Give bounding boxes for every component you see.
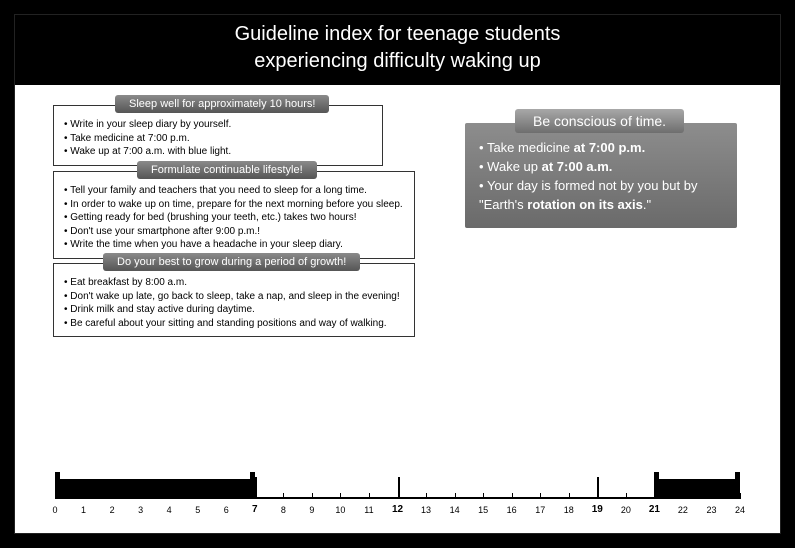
tick bbox=[597, 477, 599, 499]
tick bbox=[283, 493, 284, 499]
tick-label: 19 bbox=[592, 504, 603, 515]
tick bbox=[312, 493, 313, 499]
tick-label: 14 bbox=[450, 505, 460, 515]
tick bbox=[540, 493, 541, 499]
bubble-text: Don't use your smartphone after 9:00 bbox=[569, 323, 707, 347]
tick-label: 0 bbox=[52, 505, 57, 515]
title-line1: Guideline index for teenage students bbox=[15, 21, 780, 48]
section-item: Tell your family and teachers that you n… bbox=[64, 184, 404, 198]
bubble-text: Take medicine. bbox=[408, 370, 475, 382]
section-item: Eat breakfast by 8:00 a.m. bbox=[64, 276, 404, 290]
tick bbox=[626, 493, 627, 499]
tick-label: 5 bbox=[195, 505, 200, 515]
tick bbox=[369, 493, 370, 499]
section-box: Write in your sleep diary by yourself.Ta… bbox=[53, 105, 383, 166]
section-header: Do your best to grow during a period of … bbox=[103, 253, 360, 271]
tick-label: 22 bbox=[678, 505, 688, 515]
timeline-block bbox=[55, 479, 255, 497]
section-item: Don't use your smartphone after 9:00 p.m… bbox=[64, 225, 404, 239]
frame: Guideline index for teenage students exp… bbox=[14, 14, 781, 534]
tick-label: 12 bbox=[392, 504, 403, 515]
tick-label: 2 bbox=[110, 505, 115, 515]
tick-label: 13 bbox=[421, 505, 431, 515]
content-area: 0123456789101112131415161718192021222324… bbox=[15, 85, 780, 533]
tick bbox=[255, 477, 257, 499]
tick-label: 7 bbox=[252, 504, 258, 515]
section-box: Tell your family and teachers that you n… bbox=[53, 171, 415, 259]
tick-label: 3 bbox=[138, 505, 143, 515]
tick-label: 10 bbox=[335, 505, 345, 515]
tick-label: 20 bbox=[621, 505, 631, 515]
tick bbox=[483, 493, 484, 499]
timeline: 0123456789101112131415161718192021222324 bbox=[55, 445, 740, 515]
section-item: Getting ready for bed (brushing your tee… bbox=[64, 211, 404, 225]
tick bbox=[398, 477, 400, 499]
title: Guideline index for teenage students exp… bbox=[15, 15, 780, 85]
section-box: Eat breakfast by 8:00 a.m.Don't wake up … bbox=[53, 263, 415, 337]
tick bbox=[426, 493, 427, 499]
tick bbox=[569, 493, 570, 499]
bubble-text: Wake up with a blue light. bbox=[188, 367, 302, 379]
tick-label: 16 bbox=[507, 505, 517, 515]
section-item: Be careful about your sitting and standi… bbox=[64, 317, 404, 331]
section-item: Take medicine at 7:00 p.m. bbox=[64, 132, 372, 146]
tick-label: 6 bbox=[224, 505, 229, 515]
tick bbox=[512, 493, 513, 499]
section-header: Formulate continuable lifestyle! bbox=[137, 161, 317, 179]
tick-label: 15 bbox=[478, 505, 488, 515]
tick-label: 8 bbox=[281, 505, 286, 515]
tick-label: 18 bbox=[564, 505, 574, 515]
tick-label: 11 bbox=[364, 505, 373, 515]
section-item: In order to wake up on time, prepare for… bbox=[64, 198, 404, 212]
conscious-item: Take medicine at 7:00 p.m. bbox=[479, 139, 723, 158]
timeline-block bbox=[654, 479, 740, 497]
conscious-header: Be conscious of time. bbox=[515, 109, 684, 133]
tick-label: 17 bbox=[535, 505, 545, 515]
conscious-item: Wake up at 7:00 a.m. bbox=[479, 158, 723, 177]
section-item: Drink milk and stay active during daytim… bbox=[64, 303, 404, 317]
title-line2: experiencing difficulty waking up bbox=[15, 48, 780, 75]
speech-bubble: Don't use your smartphone after 9:00 bbox=[563, 303, 713, 367]
section-item: Don't wake up late, go back to sleep, ta… bbox=[64, 290, 404, 304]
tick-label: 4 bbox=[167, 505, 172, 515]
tick-label: 9 bbox=[309, 505, 314, 515]
tick-label: 1 bbox=[81, 505, 86, 515]
tick-label: 21 bbox=[649, 504, 660, 515]
section-item: Write the time when you have a headache … bbox=[64, 238, 404, 252]
section-header: Sleep well for approximately 10 hours! bbox=[115, 95, 329, 113]
conscious-item: Your day is formed not by you but by "Ea… bbox=[479, 177, 723, 215]
tick bbox=[455, 493, 456, 499]
section-item: Write in your sleep diary by yourself. bbox=[64, 118, 372, 132]
tick bbox=[740, 493, 741, 499]
section-item: Wake up at 7:00 a.m. with blue light. bbox=[64, 145, 372, 159]
tick-label: 24 bbox=[735, 505, 745, 515]
conscious-box: Take medicine at 7:00 p.m.Wake up at 7:0… bbox=[465, 123, 737, 228]
tick-label: 23 bbox=[706, 505, 716, 515]
tick bbox=[340, 493, 341, 499]
speech-bubble: Wake up with a blue light. bbox=[165, 347, 325, 399]
speech-bubble: Take medicine. bbox=[385, 353, 497, 399]
